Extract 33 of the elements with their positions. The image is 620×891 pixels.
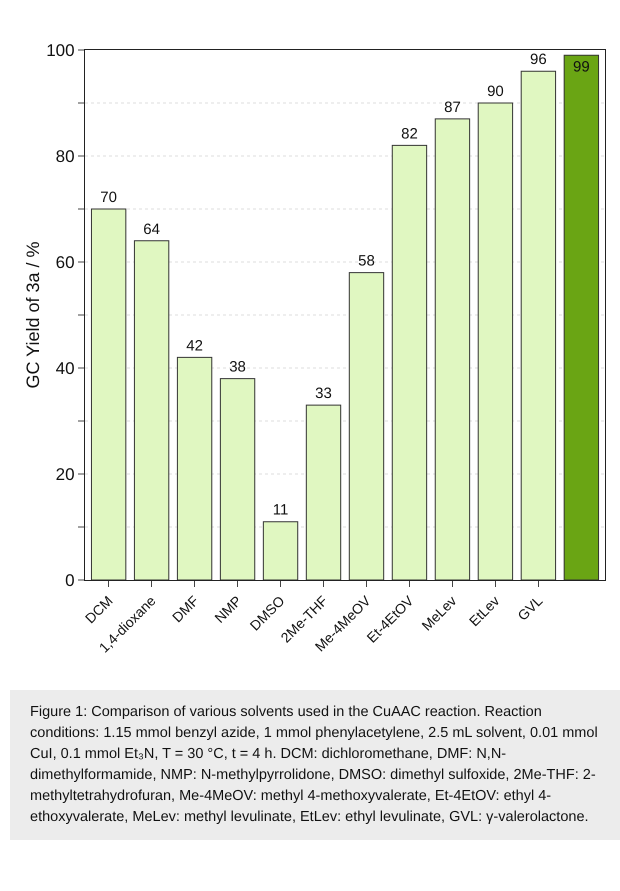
bar	[134, 240, 170, 580]
data-label: 58	[358, 252, 375, 270]
data-label: 33	[315, 385, 332, 402]
y-tick-label: 100	[46, 40, 75, 60]
y-tick-label: 0	[65, 570, 75, 590]
data-label: 64	[143, 220, 160, 238]
data-label: 90	[487, 83, 504, 100]
y-tick-label: 80	[56, 146, 75, 166]
bar	[434, 118, 470, 580]
y-tick-label: 40	[56, 358, 75, 378]
bar	[176, 356, 212, 580]
bar	[564, 54, 600, 580]
x-tick-label: GVL	[514, 592, 546, 624]
data-label: 42	[186, 337, 203, 354]
bar	[348, 272, 384, 580]
bar	[392, 144, 428, 580]
bar	[520, 70, 556, 580]
bar	[262, 521, 298, 580]
bar	[478, 102, 514, 580]
data-label: 96	[530, 51, 547, 68]
bar	[90, 208, 126, 580]
bar	[306, 404, 342, 580]
data-label: 38	[229, 358, 246, 376]
data-label: 99	[573, 58, 590, 76]
caption: Figure 1: Comparison of various solvents used in the CuAAC reaction. Reaction conditions: 1.15 mmol benzyl azide, 1 mmol phenylacetylene, 2.5 mL solvent, 0.01 mmol CuI, 0.1 mmol Et₃N, T = 30 °C, t = 4 h. DCM: dichloromethane, DMF: N,N-dimethylformamide, NMP: N-methylpyrrolidone, DMSO: dimethyl sulfoxide, 2Me-THF: 2-methyltetrahydrofuran, Me-4MeOV: methyl 4-methoxyvalerate, Et-4EtOV: ethyl 4-ethoxyvalerate, MeLev: methyl levulinate, EtLev: ethyl levulinate, GVL: γ-valerolactone.	[30, 703, 599, 828]
bar	[220, 378, 256, 580]
y-tick-label: 20	[56, 464, 75, 484]
data-label: 11	[272, 502, 288, 519]
y-tick-label: 60	[56, 252, 75, 272]
y-axis-title: GC Yield of 3a / %	[23, 241, 43, 389]
data-label: 70	[100, 189, 117, 206]
data-label: 87	[444, 98, 461, 116]
data-label: 82	[401, 125, 418, 142]
